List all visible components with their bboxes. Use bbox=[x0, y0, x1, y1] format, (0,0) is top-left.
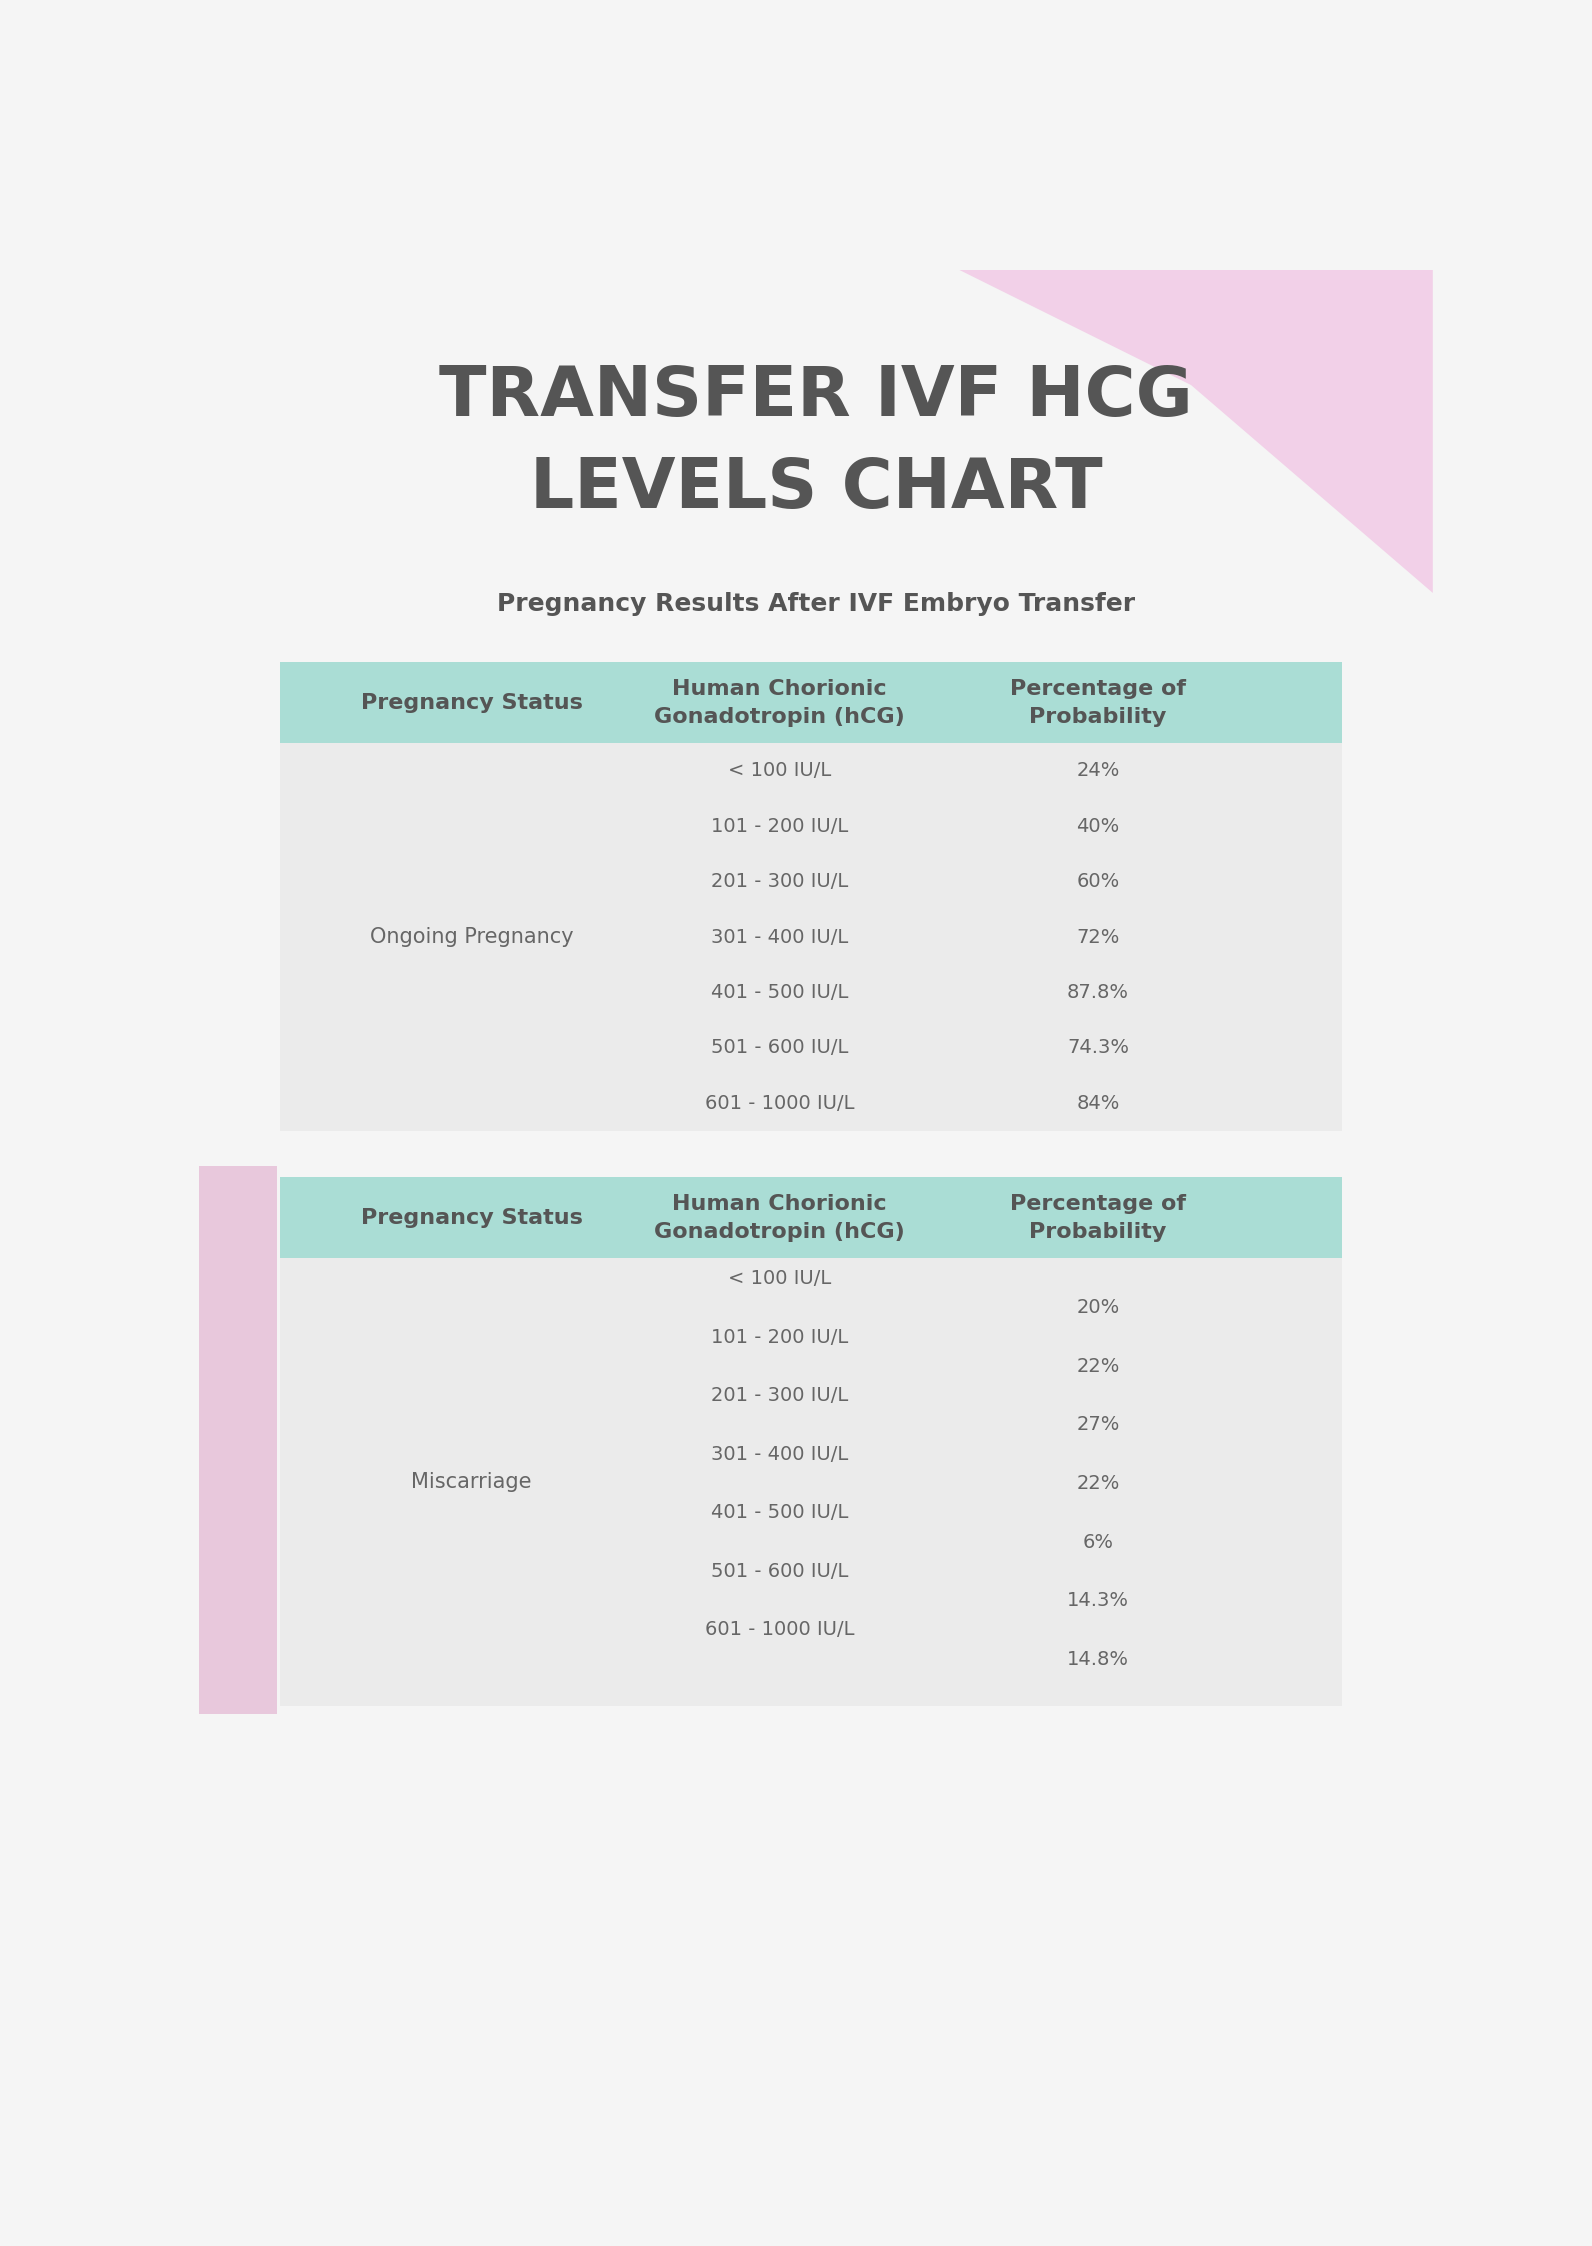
Text: 601 - 1000 IU/L: 601 - 1000 IU/L bbox=[705, 1094, 855, 1114]
Text: Percentage of
Probability: Percentage of Probability bbox=[1009, 678, 1186, 728]
Text: 201 - 300 IU/L: 201 - 300 IU/L bbox=[710, 1386, 849, 1406]
Text: Miscarriage: Miscarriage bbox=[411, 1473, 532, 1491]
Text: 72%: 72% bbox=[1076, 928, 1119, 946]
Text: Percentage of
Probability: Percentage of Probability bbox=[1009, 1195, 1186, 1242]
Text: Ongoing Pregnancy: Ongoing Pregnancy bbox=[369, 928, 573, 948]
Text: 301 - 400 IU/L: 301 - 400 IU/L bbox=[710, 1444, 849, 1464]
Text: 101 - 200 IU/L: 101 - 200 IU/L bbox=[710, 1327, 849, 1348]
Text: Human Chorionic
Gonadotropin (hCG): Human Chorionic Gonadotropin (hCG) bbox=[654, 678, 904, 728]
Text: 27%: 27% bbox=[1076, 1415, 1119, 1435]
Text: Pregnancy Status: Pregnancy Status bbox=[360, 692, 583, 712]
Text: TRANSFER IVF HCG: TRANSFER IVF HCG bbox=[439, 364, 1192, 429]
Text: 501 - 600 IU/L: 501 - 600 IU/L bbox=[710, 1038, 849, 1058]
Text: 74.3%: 74.3% bbox=[1067, 1038, 1129, 1058]
Text: 201 - 300 IU/L: 201 - 300 IU/L bbox=[710, 871, 849, 892]
Text: < 100 IU/L: < 100 IU/L bbox=[728, 1269, 831, 1289]
Text: < 100 IU/L: < 100 IU/L bbox=[728, 761, 831, 779]
Text: 401 - 500 IU/L: 401 - 500 IU/L bbox=[710, 1503, 849, 1523]
Polygon shape bbox=[958, 270, 1433, 593]
Text: 14.8%: 14.8% bbox=[1067, 1649, 1129, 1669]
Text: 14.3%: 14.3% bbox=[1067, 1590, 1129, 1610]
Text: 101 - 200 IU/L: 101 - 200 IU/L bbox=[710, 818, 849, 836]
Polygon shape bbox=[199, 1166, 277, 1714]
Text: 60%: 60% bbox=[1076, 871, 1119, 892]
Text: 22%: 22% bbox=[1076, 1357, 1119, 1377]
FancyBboxPatch shape bbox=[280, 1177, 1342, 1258]
Text: 24%: 24% bbox=[1076, 761, 1119, 779]
Text: 401 - 500 IU/L: 401 - 500 IU/L bbox=[710, 984, 849, 1002]
Text: 22%: 22% bbox=[1076, 1473, 1119, 1494]
Text: Human Chorionic
Gonadotropin (hCG): Human Chorionic Gonadotropin (hCG) bbox=[654, 1195, 904, 1242]
Text: 84%: 84% bbox=[1076, 1094, 1119, 1114]
FancyBboxPatch shape bbox=[280, 743, 1342, 1132]
Text: 87.8%: 87.8% bbox=[1067, 984, 1129, 1002]
Text: 601 - 1000 IU/L: 601 - 1000 IU/L bbox=[705, 1619, 855, 1640]
FancyBboxPatch shape bbox=[280, 663, 1342, 743]
Text: 301 - 400 IU/L: 301 - 400 IU/L bbox=[710, 928, 849, 946]
Text: 20%: 20% bbox=[1076, 1298, 1119, 1318]
Text: 501 - 600 IU/L: 501 - 600 IU/L bbox=[710, 1561, 849, 1581]
Text: Pregnancy Results After IVF Embryo Transfer: Pregnancy Results After IVF Embryo Trans… bbox=[497, 593, 1135, 615]
FancyBboxPatch shape bbox=[280, 1258, 1342, 1707]
Text: 40%: 40% bbox=[1076, 818, 1119, 836]
Text: 6%: 6% bbox=[1083, 1532, 1113, 1552]
Text: Pregnancy Status: Pregnancy Status bbox=[360, 1208, 583, 1229]
Text: LEVELS CHART: LEVELS CHART bbox=[530, 456, 1102, 523]
